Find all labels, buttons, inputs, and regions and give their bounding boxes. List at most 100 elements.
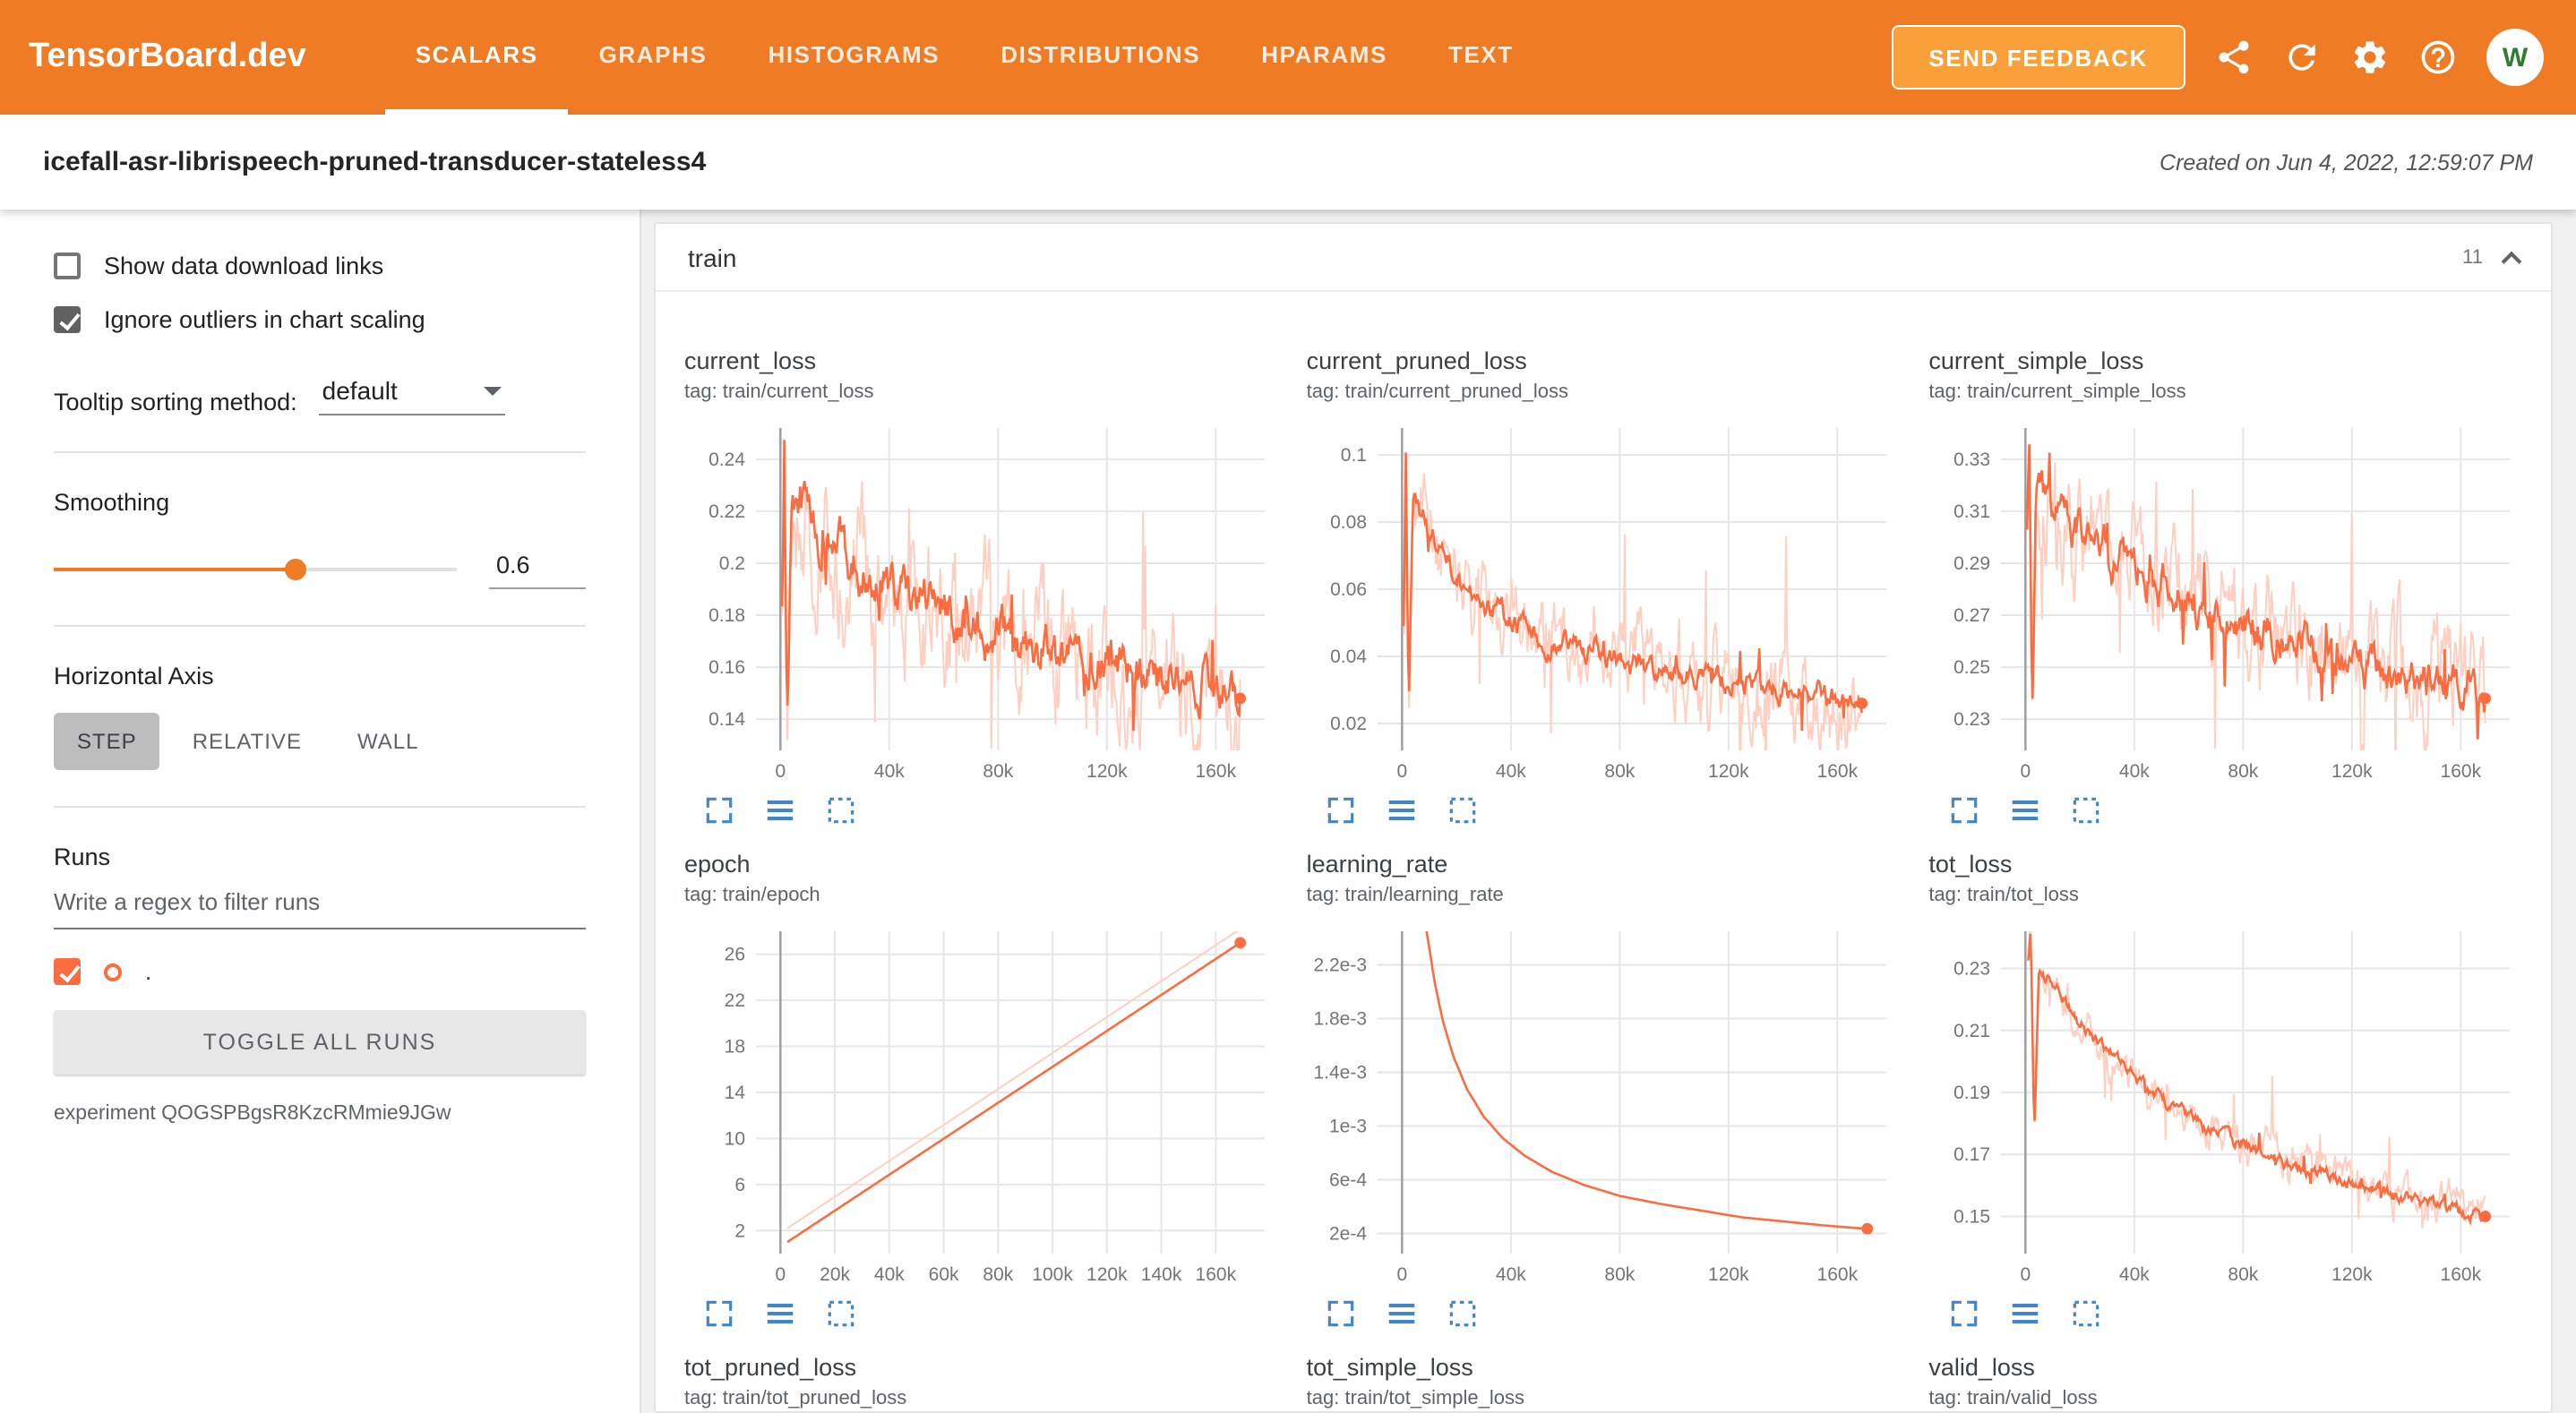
svg-text:80k: 80k [1605, 761, 1636, 782]
fit-domain-icon[interactable] [1447, 1297, 1481, 1331]
tab-histograms[interactable]: HISTOGRAMS [768, 41, 940, 68]
fit-domain-icon[interactable] [824, 793, 858, 827]
chart-title: learning_rate [1306, 851, 1448, 878]
chart-title: valid_loss [1928, 1354, 2035, 1381]
expand-chart-icon[interactable] [702, 793, 736, 827]
expand-chart-icon[interactable] [1946, 1297, 1980, 1331]
svg-text:0.29: 0.29 [1953, 553, 1989, 574]
svg-text:0: 0 [775, 761, 786, 782]
svg-text:0.1: 0.1 [1341, 445, 1367, 466]
chart-title: current_loss [684, 347, 817, 374]
run-row[interactable]: . [54, 958, 586, 985]
run-name: . [145, 958, 152, 985]
haxis-step-button[interactable]: STEP [54, 713, 160, 770]
horizontal-axis-label: Horizontal Axis [54, 663, 214, 689]
ignore-outliers-row[interactable]: Ignore outliers in chart scaling [54, 306, 586, 333]
data-table-icon[interactable] [1386, 1297, 1420, 1331]
svg-text:26: 26 [725, 945, 745, 965]
charts-grid: current_loss tag: train/current_loss 0.1… [656, 292, 2551, 1411]
svg-text:1.4e-3: 1.4e-3 [1314, 1063, 1368, 1083]
show-download-links-checkbox[interactable] [54, 253, 81, 279]
data-table-icon[interactable] [1386, 793, 1420, 827]
share-icon[interactable] [2214, 38, 2254, 77]
svg-text:0: 0 [2020, 1264, 2031, 1285]
avatar[interactable]: W [2486, 29, 2544, 86]
svg-text:0: 0 [775, 1264, 786, 1285]
smoothing-slider-thumb[interactable] [285, 558, 306, 579]
tooltip-sorting-label: Tooltip sorting method: [54, 389, 297, 415]
refresh-icon[interactable] [2282, 38, 2322, 77]
show-download-links-label: Show data download links [104, 253, 384, 279]
settings-gear-icon[interactable] [2350, 38, 2390, 77]
chart-plot[interactable]: 2e-4 6e-4 1e-3 1.4e-3 1.8e-3 2.2e-3 0 40k 80k 120… [1307, 917, 1911, 1293]
train-section-header[interactable]: train 11 [656, 224, 2551, 292]
app-title: TensorBoard.dev [29, 38, 306, 75]
svg-text:0.2: 0.2 [719, 553, 745, 574]
fit-domain-icon[interactable] [2068, 793, 2102, 827]
chart-card: valid_loss tag: train/valid_loss [1928, 1352, 2533, 1411]
sidebar-divider [54, 625, 586, 627]
send-feedback-button[interactable]: SEND FEEDBACK [1891, 25, 2185, 90]
data-table-icon[interactable] [2007, 793, 2041, 827]
tab-hparams[interactable]: HPARAMS [1261, 41, 1387, 68]
tooltip-sorting-dropdown[interactable]: default [318, 376, 505, 415]
chart-plot[interactable]: 0.14 0.16 0.18 0.2 0.22 0.24 0 40k 80k 120k 160k [684, 414, 1289, 790]
help-icon[interactable] [2418, 38, 2458, 77]
expand-chart-icon[interactable] [1325, 1297, 1359, 1331]
chart-card: tot_loss tag: train/tot_loss 0.15 0.17 0.1… [1928, 849, 2533, 1331]
svg-text:40k: 40k [2118, 761, 2149, 782]
chart-plot[interactable]: 0.23 0.25 0.27 0.29 0.31 0.33 0 40k 80k 120k 160k [1928, 414, 2533, 790]
chart-tag: tag: train/valid_loss [1928, 1388, 2098, 1409]
ignore-outliers-checkbox[interactable] [54, 306, 81, 333]
svg-text:100k: 100k [1032, 1264, 1073, 1285]
data-table-icon[interactable] [763, 793, 797, 827]
expand-chart-icon[interactable] [1325, 793, 1359, 827]
expand-chart-icon[interactable] [702, 1297, 736, 1331]
smoothing-value-input[interactable]: 0.6 [489, 548, 586, 589]
svg-text:40k: 40k [874, 761, 905, 782]
show-download-links-row[interactable]: Show data download links [54, 253, 586, 279]
svg-text:2: 2 [734, 1220, 745, 1241]
svg-text:40k: 40k [874, 1264, 905, 1285]
settings-sidebar: Show data download links Ignore outliers… [0, 210, 641, 1413]
tab-scalars[interactable]: SCALARS [384, 0, 569, 115]
haxis-relative-button[interactable]: RELATIVE [169, 713, 325, 770]
runs-label: Runs [54, 844, 111, 870]
smoothing-label: Smoothing [54, 489, 170, 516]
run-checkbox[interactable] [54, 958, 81, 985]
chart-toolbar [1946, 1297, 2533, 1331]
main-panel: train 11 current_loss tag: train/current… [641, 210, 2576, 1413]
chart-plot[interactable]: 0.15 0.17 0.19 0.21 0.23 0 40k 80k 120k 160k [1928, 917, 2533, 1293]
fit-domain-icon[interactable] [824, 1297, 858, 1331]
chart-plot[interactable]: 0.02 0.04 0.06 0.08 0.1 0 40k 80k 120k 160k [1307, 414, 1911, 790]
runs-regex-input[interactable] [54, 870, 586, 929]
svg-text:140k: 140k [1141, 1264, 1182, 1285]
svg-text:20k: 20k [820, 1264, 850, 1285]
svg-text:160k: 160k [1196, 761, 1237, 782]
smoothing-slider[interactable] [54, 556, 457, 581]
chart-plot[interactable]: 2 6 10 14 18 22 26 0 20k 40k 60k 80k 100k 120k 140k 160… [684, 917, 1289, 1293]
fit-domain-icon[interactable] [1447, 793, 1481, 827]
svg-text:120k: 120k [2331, 1264, 2372, 1285]
chart-tag: tag: train/tot_loss [1928, 885, 2079, 906]
tab-text[interactable]: TEXT [1447, 41, 1514, 68]
chart-card: current_pruned_loss tag: train/current_p… [1307, 346, 1911, 827]
data-table-icon[interactable] [763, 1297, 797, 1331]
svg-text:0: 0 [1397, 1264, 1408, 1285]
fit-domain-icon[interactable] [2068, 1297, 2102, 1331]
tab-graphs[interactable]: GRAPHS [598, 41, 708, 68]
toggle-all-runs-button[interactable]: TOGGLE ALL RUNS [54, 1010, 586, 1075]
chart-title: tot_pruned_loss [684, 1354, 857, 1381]
svg-text:40k: 40k [2118, 1264, 2149, 1285]
chart-toolbar [1325, 793, 1911, 827]
svg-text:1.8e-3: 1.8e-3 [1314, 1009, 1368, 1030]
app-header: TensorBoard.dev SCALARS GRAPHS HISTOGRAMS D… [0, 0, 2576, 115]
data-table-icon[interactable] [2007, 1297, 2041, 1331]
svg-text:0.31: 0.31 [1953, 501, 1989, 522]
svg-text:120k: 120k [1086, 761, 1128, 782]
tab-distributions[interactable]: DISTRIBUTIONS [1000, 41, 1201, 68]
expand-chart-icon[interactable] [1946, 793, 1980, 827]
haxis-wall-button[interactable]: WALL [334, 713, 442, 770]
chevron-up-icon[interactable] [2501, 250, 2522, 271]
svg-text:0.02: 0.02 [1331, 714, 1368, 734]
